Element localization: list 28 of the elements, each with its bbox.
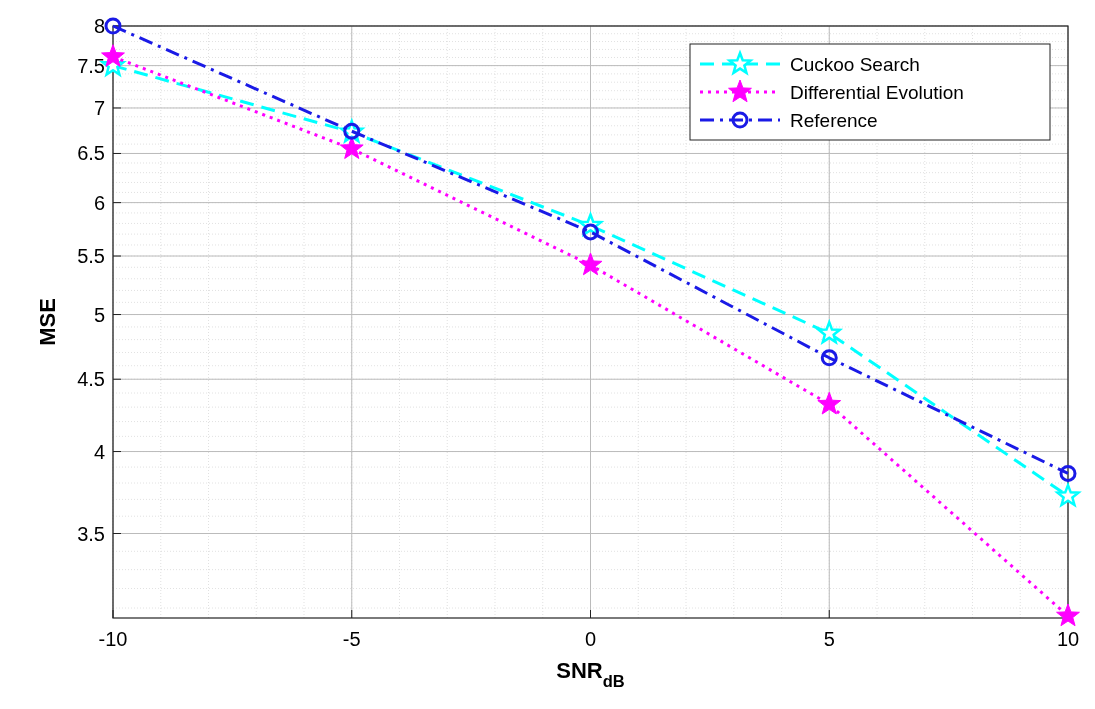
y-tick-label: 5.5 xyxy=(77,245,105,268)
point xyxy=(815,319,843,345)
y-tick-label: 3.5 xyxy=(77,522,105,545)
y-axis-title: MSE xyxy=(35,298,60,346)
x-tick-label: -5 xyxy=(342,628,361,650)
legend-label: Cuckoo Search xyxy=(790,54,920,75)
point xyxy=(104,17,122,35)
y-tick-label: 6 xyxy=(93,191,105,214)
x-tick-label: -10 xyxy=(98,628,128,650)
x-tick-label: 0 xyxy=(584,628,597,650)
y-tick-label: 7.5 xyxy=(77,54,105,77)
legend-label: Reference xyxy=(790,110,878,131)
x-axis-title: SNR$_{dB}$ xyxy=(556,658,625,690)
x-tick-label: 5 xyxy=(823,628,835,650)
y-tick-label: 8 xyxy=(93,15,105,37)
x-tick-label: 10 xyxy=(1056,628,1080,650)
point xyxy=(339,136,364,159)
point xyxy=(578,252,603,276)
point xyxy=(1056,603,1080,627)
point xyxy=(817,391,842,415)
y-tick-label: 5 xyxy=(93,303,105,326)
point xyxy=(820,349,838,367)
y-tick-label: 4.5 xyxy=(77,368,105,391)
point xyxy=(1059,464,1077,482)
y-tick-label: 7 xyxy=(93,96,105,119)
y-tick-label: 6.5 xyxy=(77,142,105,165)
legend-label: Differential Evolution xyxy=(790,82,964,103)
y-tick-label: 4 xyxy=(93,440,105,463)
